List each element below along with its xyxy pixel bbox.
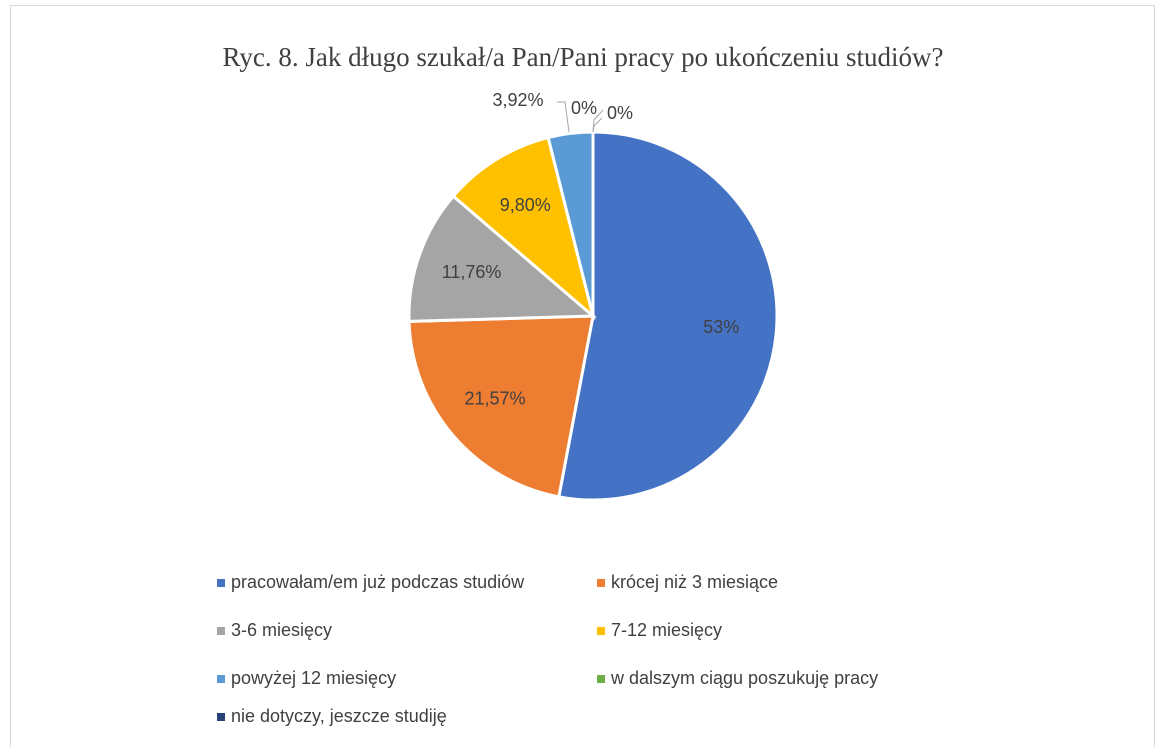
legend-swatch (217, 627, 225, 635)
leader-line (557, 101, 570, 133)
leader-line (592, 117, 603, 133)
legend-label: pracowałam/em już podczas studiów (231, 572, 525, 592)
legend-label: w dalszym ciągu poszukuję pracy (610, 668, 878, 688)
data-label: 3,92% (492, 90, 543, 110)
legend-swatch (597, 579, 605, 587)
data-label: 21,57% (465, 388, 526, 408)
legend-label: powyżej 12 miesięcy (231, 668, 396, 688)
pie-slice (407, 314, 595, 499)
legend-swatch (597, 675, 605, 683)
data-label: 11,76% (442, 262, 502, 282)
legend-swatch (217, 675, 225, 683)
chart-title: Ryc. 8. Jak długo szukał/a Pan/Pani prac… (222, 42, 943, 72)
data-label: 53% (703, 317, 739, 337)
legend-label: 3-6 miesięcy (231, 620, 332, 640)
legend-label: 7-12 miesięcy (611, 620, 722, 640)
legend-label: krócej niż 3 miesiące (611, 572, 778, 592)
legend-swatch (597, 627, 605, 635)
pie-slice (557, 130, 779, 502)
data-label: 0% (571, 98, 597, 118)
legend-label: nie dotyczy, jeszcze studiję (231, 706, 447, 726)
data-label: 9,80% (500, 195, 551, 215)
data-label: 0% (607, 103, 633, 123)
legend-swatch (217, 713, 225, 721)
pie-slice (407, 194, 597, 323)
legend-swatch (217, 579, 225, 587)
